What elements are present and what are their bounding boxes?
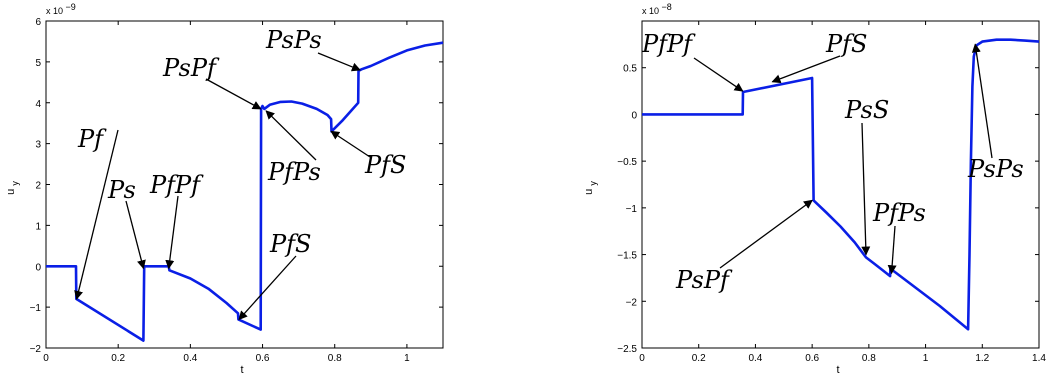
left-y-tick-label: 2 [35,181,41,192]
right-x-tick-label: 1 [923,353,929,364]
left-y-tick-label: 3 [35,140,41,151]
right-annotation-label: PsPs [967,155,1024,183]
left-series-line [46,41,444,342]
right-x-tick-label: 0.6 [805,353,819,364]
right-x-axis-label: t [836,364,839,376]
left-annotation-label: PsPs [265,26,322,54]
right-annotation-label: PsS [844,96,889,124]
left-annotation-arrow [205,78,262,110]
left-annotation-label: Pf [77,125,107,153]
svg-text:u y: u y [5,181,20,195]
left-y-axis-label-subscript: y [10,181,20,186]
right-annotation-arrow [771,55,841,84]
left-y-tick-label: 0 [35,262,41,273]
left-annotation-label: PfS [269,230,311,258]
left-x-tick-label: 0.6 [256,353,270,364]
right-plot-frame [641,20,1040,349]
left-plot-frame [45,20,444,349]
right-y-tick-label: −1 [626,204,638,215]
right-x-tick-label: 0 [639,353,645,364]
right-annotation-label: PsPf [675,266,733,294]
left-y-tick-label: 6 [35,17,41,28]
left-annotation-arrow [238,255,297,321]
left-annotation-arrow [74,129,119,300]
svg-text:u y: u y [583,181,598,195]
left-plot: t u y x 10 −9 0 0.2 0.4 0.6 0.8 1 −2 −1 0 1 2 3 4 5 6 P… [5,2,444,376]
left-annotation-arrow [165,195,179,270]
left-x-tick-label: 0.2 [111,353,125,364]
left-y-tick-label: −2 [30,344,42,355]
left-x-tick-label: 0 [43,353,49,364]
right-y-tick-label: 0.5 [623,64,637,75]
right-y-tick-label: −0.5 [617,157,637,168]
left-annotation-arrow [330,130,371,158]
left-annotation-label: PfS [364,151,406,179]
left-annotation-arrow [317,52,361,72]
right-annotation-label: PfPf [641,30,696,58]
left-y-axis-label: u [5,189,17,195]
left-y-tick-label: −1 [30,303,42,314]
right-y-tick-label: 0 [631,110,637,121]
left-y-tick-label: 4 [35,99,41,110]
left-annotation-arrow [265,110,317,161]
right-y-axis-label: u [583,189,595,195]
right-y-exponent: x 10 −8 [642,2,672,16]
right-x-tick-label: 0.4 [748,353,762,364]
right-x-tick-label: 1.2 [975,353,989,364]
right-y-tick-label: −1.5 [617,251,637,262]
right-series-line [642,38,1040,331]
right-y-axis-label-group: u y [583,181,598,195]
left-annotation-label: Ps [107,176,136,204]
right-annotation-arrow [861,122,871,256]
left-y-axis-label-group: u y [5,181,20,195]
left-x-tick-label: 0.4 [183,353,197,364]
left-annotation-label: PsPf [162,54,220,82]
right-y-axis-label-subscript: y [588,181,598,186]
right-plot: t u y x 10 −8 0 0.2 0.4 0.6 0.8 1 1.2 1.4 −2.5 −2… [583,2,1046,376]
left-y-tick-label: 1 [35,221,41,232]
right-annotation-arrow [693,57,744,92]
left-annotation-label: PfPf [149,171,204,199]
left-y-tick-label: 5 [35,58,41,69]
left-x-tick-label: 1 [404,353,410,364]
left-x-tick-label: 0.8 [328,353,342,364]
right-annotation-arrow [719,199,813,269]
right-annotation-label: PfPs [872,199,926,227]
right-annotation-arrow [887,225,897,275]
right-x-tick-label: 0.8 [862,353,876,364]
right-annotation-arrow [971,43,993,159]
right-y-tick-label: −2.5 [617,344,637,355]
right-y-tick-label: −2 [626,297,638,308]
right-x-tick-label: 1.4 [1032,353,1046,364]
left-y-exponent: x 10 −9 [46,2,76,16]
right-annotation-label: PfS [825,30,867,58]
left-x-axis-label: t [240,364,243,376]
right-x-tick-label: 0.2 [692,353,706,364]
left-annotation-arrow [125,200,146,270]
left-annotation-label: PfPs [267,158,321,186]
